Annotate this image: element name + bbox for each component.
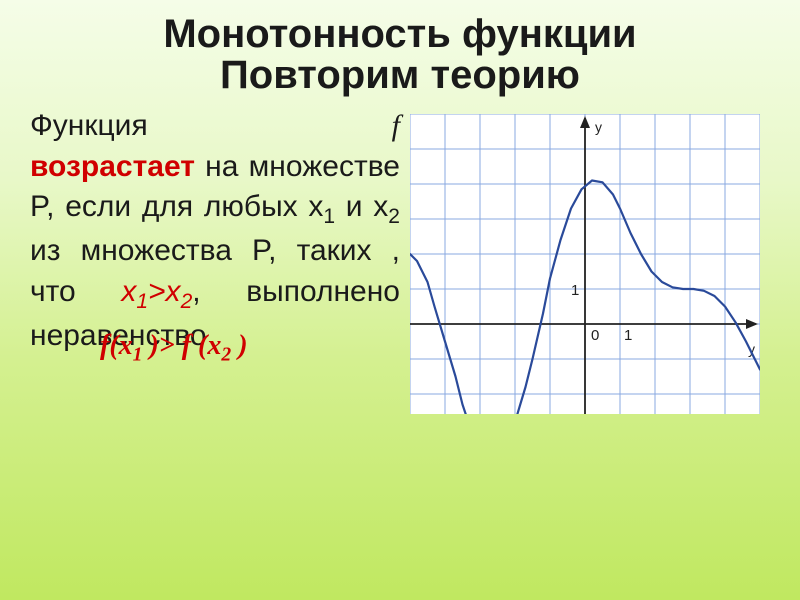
cond-x1: x <box>121 275 136 308</box>
slide-title-1: Монотонность функции <box>0 12 800 57</box>
formula-s2: 2 <box>221 344 231 365</box>
svg-text:y: y <box>595 119 602 135</box>
svg-text:1: 1 <box>571 282 579 299</box>
inequality-formula: f(x1 )> f (x2 ) <box>100 327 400 369</box>
verb-increases: возрастает <box>30 150 195 183</box>
para-mid2: и x <box>335 190 388 223</box>
formula-close: ) <box>231 330 247 361</box>
sub2: 2 <box>388 205 400 228</box>
definition-text: Функция f возрастает на множестве P, есл… <box>30 106 400 419</box>
svg-text:0: 0 <box>591 327 599 344</box>
cond-gt: >x <box>148 275 181 308</box>
slide-title-2: Повторим теорию <box>0 53 800 98</box>
function-graph: 011yy <box>410 114 760 414</box>
svg-text:1: 1 <box>624 327 632 344</box>
formula-mid: )> f (x <box>142 330 221 361</box>
cond-s1: 1 <box>136 290 148 313</box>
formula-fl: f(x <box>100 330 133 361</box>
para-prefix: Функция <box>30 109 172 142</box>
cond-s2: 2 <box>181 290 193 313</box>
func-symbol: f <box>392 109 400 142</box>
sub1: 1 <box>323 205 335 228</box>
formula-s1: 1 <box>133 344 143 365</box>
